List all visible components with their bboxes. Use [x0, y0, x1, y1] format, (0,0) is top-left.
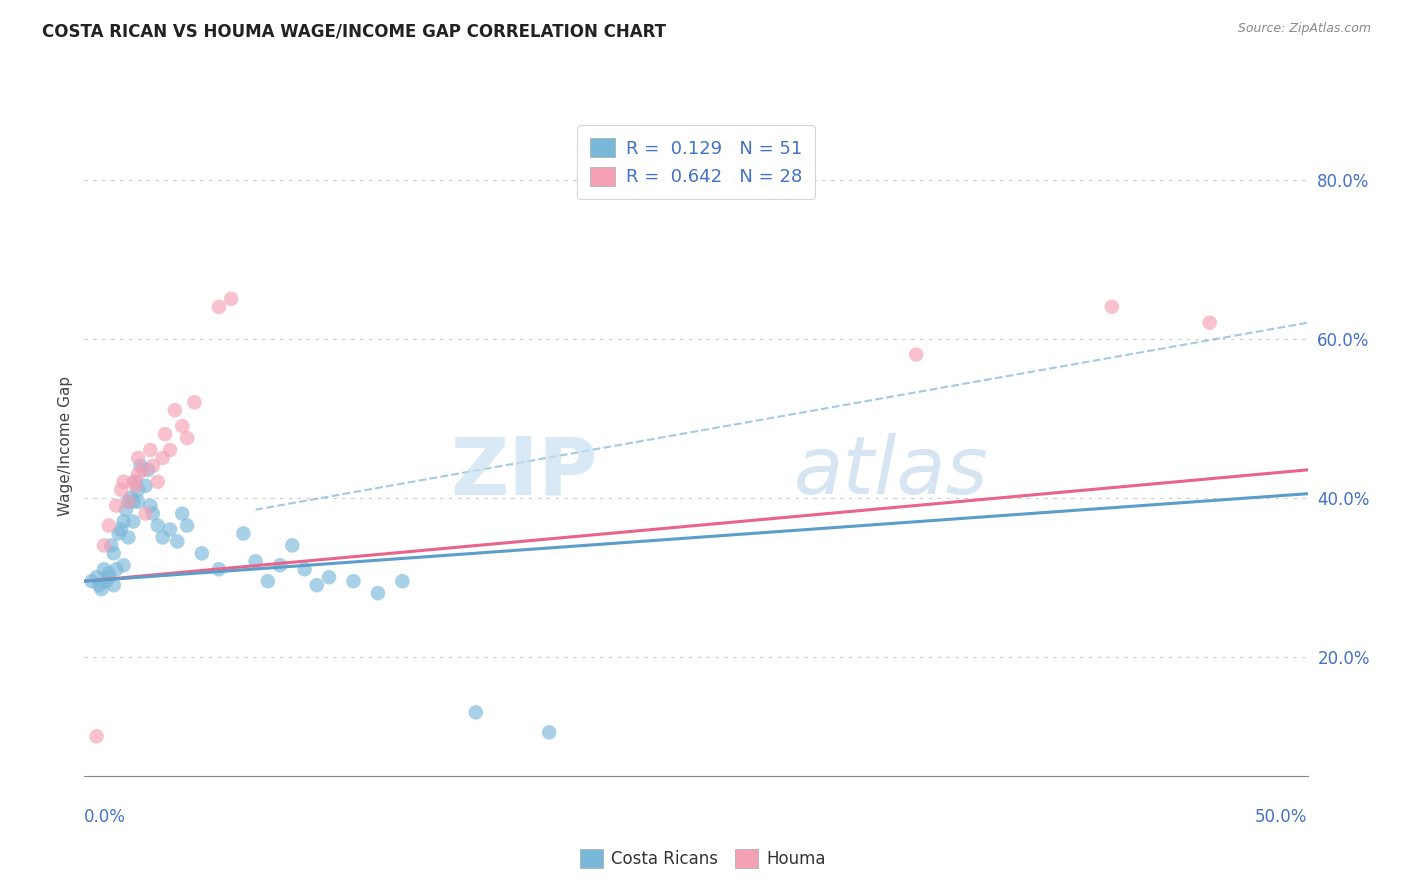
Point: [153, 427, 176, 442]
Point: [117, 531, 139, 545]
Point: [245, 554, 267, 568]
Point: [112, 558, 135, 573]
Point: [105, 499, 128, 513]
Point: [110, 523, 132, 537]
Point: [281, 538, 304, 552]
Point: [132, 463, 155, 477]
Point: [905, 347, 928, 361]
Point: [159, 523, 181, 537]
Point: [135, 479, 157, 493]
Point: [208, 300, 231, 314]
Point: [176, 518, 198, 533]
Point: [142, 458, 165, 473]
Point: [90, 582, 112, 596]
Point: [80, 574, 103, 589]
Point: [219, 292, 242, 306]
Point: [176, 431, 198, 445]
Point: [172, 507, 194, 521]
Point: [136, 463, 159, 477]
Point: [112, 515, 135, 529]
Point: [87, 578, 110, 592]
Point: [97, 518, 120, 533]
Point: [318, 570, 340, 584]
Point: [294, 562, 316, 576]
Point: [100, 538, 122, 552]
Point: [172, 419, 194, 434]
Point: [139, 499, 162, 513]
Point: [135, 507, 157, 521]
Point: [139, 442, 162, 457]
Point: [125, 475, 148, 489]
Point: [96, 574, 118, 589]
Point: [232, 526, 254, 541]
Point: [183, 395, 205, 409]
Point: [1198, 316, 1220, 330]
Text: ZIP: ZIP: [451, 434, 598, 511]
Point: [122, 515, 145, 529]
Point: [115, 502, 138, 516]
Point: [103, 578, 125, 592]
Point: [105, 562, 128, 576]
Point: [117, 494, 139, 508]
Point: [86, 570, 108, 584]
Legend: Costa Ricans, Houma: Costa Ricans, Houma: [574, 843, 832, 875]
Point: [110, 483, 132, 497]
Point: [166, 534, 188, 549]
Point: [97, 570, 120, 584]
Point: [257, 574, 280, 589]
Point: [97, 566, 120, 581]
Point: [107, 526, 129, 541]
Point: [146, 475, 169, 489]
Point: [125, 479, 148, 493]
Point: [129, 458, 152, 473]
Point: [120, 491, 142, 505]
Point: [117, 494, 139, 508]
Point: [127, 494, 149, 508]
Point: [146, 518, 169, 533]
Point: [1101, 300, 1123, 314]
Point: [103, 546, 125, 560]
Point: [122, 494, 145, 508]
Point: [112, 475, 135, 489]
Point: [86, 729, 108, 743]
Legend: R =  0.129   N = 51, R =  0.642   N = 28: R = 0.129 N = 51, R = 0.642 N = 28: [576, 125, 815, 199]
Point: [342, 574, 364, 589]
Point: [152, 450, 174, 465]
Point: [191, 546, 214, 560]
Point: [159, 442, 181, 457]
Point: [464, 706, 486, 720]
Text: 0.0%: 0.0%: [84, 808, 127, 826]
Text: 50.0%: 50.0%: [1256, 808, 1308, 826]
Point: [391, 574, 413, 589]
Text: Source: ZipAtlas.com: Source: ZipAtlas.com: [1237, 22, 1371, 36]
Point: [93, 538, 115, 552]
Point: [163, 403, 186, 417]
Point: [152, 531, 174, 545]
Point: [122, 475, 145, 489]
Point: [208, 562, 231, 576]
Point: [538, 725, 561, 739]
Point: [93, 562, 115, 576]
Point: [127, 483, 149, 497]
Y-axis label: Wage/Income Gap: Wage/Income Gap: [58, 376, 73, 516]
Point: [142, 507, 165, 521]
Point: [127, 467, 149, 481]
Point: [367, 586, 389, 600]
Point: [127, 450, 149, 465]
Text: atlas: atlas: [794, 434, 988, 511]
Point: [305, 578, 328, 592]
Point: [269, 558, 291, 573]
Text: COSTA RICAN VS HOUMA WAGE/INCOME GAP CORRELATION CHART: COSTA RICAN VS HOUMA WAGE/INCOME GAP COR…: [42, 22, 666, 40]
